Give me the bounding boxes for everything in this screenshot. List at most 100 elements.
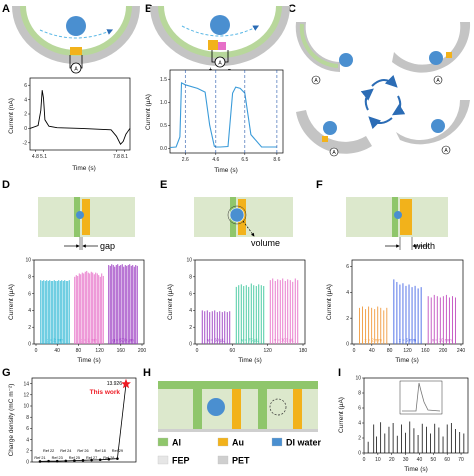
chart-e-xtick-label: 0 <box>196 348 199 354</box>
chart-b-xlabel: Time (s) <box>214 167 238 174</box>
chart-d-ytick-label: 2 <box>28 325 31 331</box>
droplet-icon <box>229 207 245 223</box>
chart-i-ytick-label: 8 <box>358 391 361 397</box>
panel-b-schematic: A + − <box>150 6 290 73</box>
chart-b: 0.0 0.5 1.0 1.5 2.6 4.6 6.5 8.6 Time (s) Curren… <box>145 69 284 174</box>
panel-c-schematic: A A A A <box>295 22 471 157</box>
chart-g-ytick-label: 6 <box>26 426 29 432</box>
chart-i-xtick-label: 50 <box>431 457 437 463</box>
chart-f-xtick-label: 0 <box>353 348 356 354</box>
chart-b-ytick-label: 0.0 <box>160 146 167 152</box>
chart-a-xtick-label: 8.1 <box>121 154 128 160</box>
chart-i-ytick-label: 0 <box>358 451 361 457</box>
ammeter-icon <box>214 56 226 68</box>
chart-f-xtick-label: 160 <box>421 348 430 354</box>
panel-label-b: B <box>145 3 153 15</box>
chart-b-ytick-label: 1.5 <box>160 77 167 83</box>
ammeter-icon <box>441 145 451 155</box>
chart-d-ytick-label: 10 <box>25 258 31 264</box>
chart-d-legend-label: g = 1 mm <box>80 338 98 343</box>
chart-f-xtick-label: 200 <box>439 348 448 354</box>
panel-label-g: G <box>2 367 11 379</box>
star-icon <box>121 378 131 389</box>
chart-g-point <box>55 459 59 463</box>
chart-d-legend-label: g = 500 μm <box>112 338 134 343</box>
chart-d-xlabel: Time (s) <box>77 357 101 364</box>
chart-g-point <box>38 460 42 463</box>
chart-e-xtick-label: 180 <box>299 348 308 354</box>
droplet-icon <box>207 398 225 416</box>
chart-b-series-line <box>169 82 277 149</box>
chart-g-point <box>81 459 85 462</box>
chart-b-ytick-label: 0.5 <box>160 123 167 129</box>
legend-label: Al <box>172 438 181 448</box>
chart-f: 0 2 4 6 0 40 80 120 160 200 240 x = 2 mm x = 5 mm x =… <box>326 259 465 364</box>
chart-i-xtick-label: 30 <box>403 457 409 463</box>
chart-i-xtick-label: 40 <box>417 457 423 463</box>
legend-swatch-fep <box>157 455 169 465</box>
chart-g-highlight-label: This work <box>90 389 121 396</box>
chart-f-xlabel: Time (s) <box>395 357 419 364</box>
chart-g-point <box>64 459 68 463</box>
panel-f-schematic: width <box>346 197 448 251</box>
panel-label-a: A <box>2 3 10 15</box>
legend-swatch-di-water <box>271 437 283 447</box>
legend-label: PET <box>232 456 250 466</box>
chart-e-ytick-label: 8 <box>189 275 192 281</box>
chart-g-ytick-label: 12 <box>23 393 29 399</box>
ammeter-symbol: A <box>218 61 222 67</box>
annotation-volume: volume <box>251 238 280 248</box>
annotation-gap: gap <box>100 241 115 251</box>
chart-e-xtick-label: 60 <box>230 348 236 354</box>
panel-d-schematic: gap <box>38 197 135 251</box>
panel-label-h: H <box>143 367 151 379</box>
chart-g-point-label: Ref 28 <box>103 456 114 460</box>
chart-d-xtick-label: 120 <box>95 348 104 354</box>
legend-swatch-al <box>157 437 169 447</box>
chart-d-legend-label: g = 2 mm <box>46 338 64 343</box>
chart-g-point-label: Ref 25 <box>69 456 80 460</box>
chart-d-xtick-label: 200 <box>138 348 147 354</box>
chart-i-inset-line <box>402 382 441 412</box>
ammeter-icon <box>433 75 443 85</box>
chart-a-xtick-label: 7.8 <box>113 154 120 160</box>
chart-g-ytick-label: 8 <box>26 415 29 421</box>
chart-g-ytick-label: 14 <box>23 381 29 387</box>
chart-g-point-label: Ref 18 <box>95 449 106 453</box>
panel-a-schematic: A <box>12 6 140 74</box>
chart-f-xtick-label: 80 <box>387 348 393 354</box>
chart-i-xtick-label: 10 <box>375 457 381 463</box>
chart-f-legend-label: x = 2 mm <box>364 338 382 343</box>
chart-f-ytick-label: 4 <box>346 290 349 296</box>
chart-a-frame <box>29 77 131 151</box>
chart-g-point-label: Ref 26 <box>77 449 88 453</box>
chart-b-xtick-label: 2.6 <box>182 157 189 163</box>
ammeter-symbol: A <box>74 67 78 73</box>
chart-a-ytick-label: -2 <box>23 141 28 147</box>
chart-d-xtick-label: 80 <box>76 348 82 354</box>
chart-i-inset <box>399 380 443 415</box>
chart-d: 0 2 4 6 8 10 0 40 80 120 160 200 g = 2 mm g = 1 mm g =… <box>8 258 146 364</box>
chart-d-xtick-label: 160 <box>117 348 126 354</box>
chart-f-ytick-label: 2 <box>346 316 349 322</box>
chart-g-point-label: Ref 21 <box>34 456 45 460</box>
chart-i-ytick-label: 4 <box>358 421 361 427</box>
chart-g-point-label: Ref 27 <box>86 456 97 460</box>
chart-e-legend-label: v = 75 μL <box>241 338 259 343</box>
chart-a-ytick-label: 6 <box>24 83 27 89</box>
chart-g-point-label: Ref 24 <box>60 449 71 453</box>
chart-f-xtick-label: 40 <box>369 348 375 354</box>
chart-g-ylabel: Charge density (mC m⁻²) <box>8 384 15 457</box>
chart-a-xtick-label: 4.8 <box>32 154 39 160</box>
panel-label-i: I <box>338 367 341 379</box>
legend-label: DI water <box>286 438 322 448</box>
ammeter-icon <box>311 75 321 85</box>
chart-g-point-label: Ref 22 <box>43 449 54 453</box>
chart-e-ytick-label: 0 <box>189 342 192 348</box>
chart-g-value-label: 13.926 <box>107 381 123 387</box>
droplet-icon <box>66 16 86 36</box>
chart-a-ytick-label: 2 <box>24 112 27 118</box>
chart-b-ylabel: Current (μA) <box>145 94 152 130</box>
chart-e-ylabel: Current (μA) <box>167 284 174 320</box>
chart-f-ytick-label: 0 <box>346 342 349 348</box>
